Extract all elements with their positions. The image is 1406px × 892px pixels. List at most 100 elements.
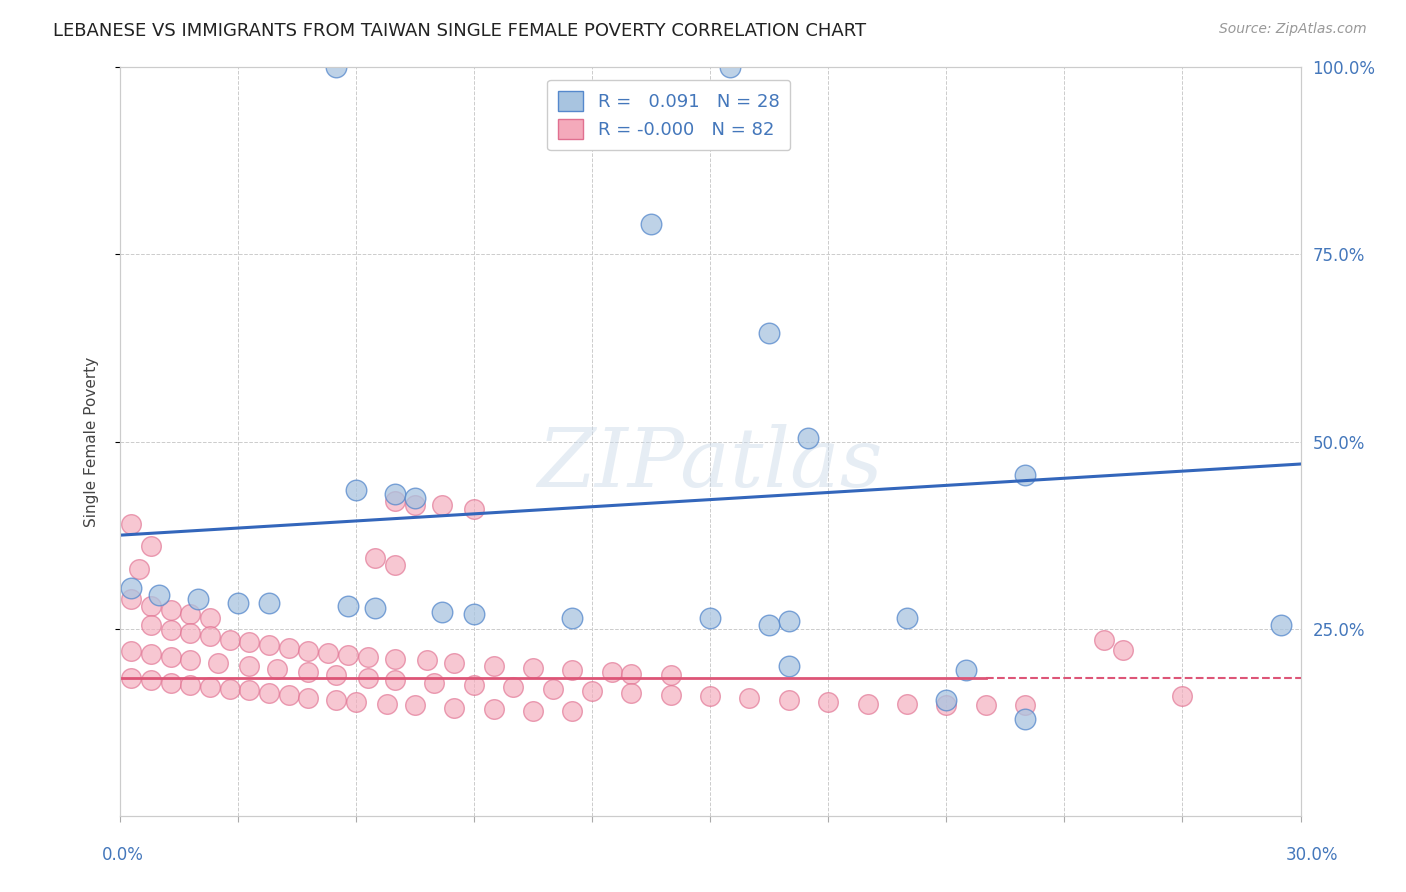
Point <box>375 697 398 711</box>
Point <box>443 656 465 670</box>
Point <box>502 681 524 695</box>
Point <box>257 638 280 652</box>
Point <box>336 648 359 662</box>
Point <box>364 600 387 615</box>
Point <box>463 678 485 692</box>
Point <box>384 494 406 508</box>
Point <box>336 599 359 614</box>
Point <box>297 665 319 680</box>
Point <box>561 610 583 624</box>
Point <box>120 591 142 606</box>
Point <box>738 690 761 705</box>
Point <box>778 693 800 707</box>
Point <box>238 683 260 698</box>
Point <box>1014 712 1036 726</box>
Point <box>120 671 142 685</box>
Point <box>1092 633 1115 648</box>
Point <box>384 558 406 573</box>
Point <box>218 681 240 696</box>
Point <box>935 693 957 707</box>
Point <box>120 644 142 658</box>
Point <box>463 502 485 516</box>
Point <box>896 610 918 624</box>
Point <box>344 483 367 498</box>
Point <box>139 540 162 554</box>
Point <box>955 663 977 677</box>
Text: 0.0%: 0.0% <box>101 846 143 863</box>
Point <box>1270 618 1292 632</box>
Point <box>159 650 181 665</box>
Point <box>541 681 564 696</box>
Point <box>325 693 347 707</box>
Point <box>198 629 221 643</box>
Point <box>344 695 367 709</box>
Point <box>356 671 378 685</box>
Point <box>139 673 162 687</box>
Point <box>198 681 221 695</box>
Point <box>238 659 260 673</box>
Point <box>896 697 918 711</box>
Point <box>640 217 662 231</box>
Point <box>297 644 319 658</box>
Point <box>297 690 319 705</box>
Point <box>148 588 170 602</box>
Point <box>404 491 426 505</box>
Point <box>325 668 347 682</box>
Point <box>187 591 209 606</box>
Point <box>522 704 544 718</box>
Point <box>179 626 201 640</box>
Point <box>139 599 162 614</box>
Point <box>620 666 643 681</box>
Point <box>159 675 181 690</box>
Point <box>120 581 142 595</box>
Point <box>277 641 299 656</box>
Point <box>778 659 800 673</box>
Point <box>159 624 181 638</box>
Point <box>659 668 682 682</box>
Point <box>1112 643 1135 657</box>
Point <box>364 550 387 565</box>
Point <box>432 498 454 512</box>
Point <box>404 498 426 512</box>
Point <box>207 656 229 670</box>
Point <box>384 673 406 687</box>
Point <box>432 606 454 620</box>
Y-axis label: Single Female Poverty: Single Female Poverty <box>84 357 98 526</box>
Point <box>561 704 583 718</box>
Point <box>423 675 446 690</box>
Point <box>257 685 280 699</box>
Point <box>817 694 839 708</box>
Point <box>463 607 485 621</box>
Point <box>600 665 623 680</box>
Point <box>620 685 643 699</box>
Point <box>277 688 299 702</box>
Point <box>561 663 583 677</box>
Point <box>266 662 288 676</box>
Point <box>179 653 201 667</box>
Point <box>238 635 260 649</box>
Point <box>384 652 406 666</box>
Point <box>257 596 280 610</box>
Point <box>356 650 378 665</box>
Point <box>1014 698 1036 713</box>
Legend: R =   0.091   N = 28, R = -0.000   N = 82: R = 0.091 N = 28, R = -0.000 N = 82 <box>547 79 790 150</box>
Point <box>581 684 603 698</box>
Point <box>482 702 505 716</box>
Point <box>659 688 682 702</box>
Point <box>198 610 221 624</box>
Point <box>699 610 721 624</box>
Point <box>522 661 544 675</box>
Point <box>1171 690 1194 704</box>
Point <box>179 607 201 621</box>
Point <box>139 618 162 632</box>
Text: 30.0%: 30.0% <box>1285 846 1339 863</box>
Point <box>384 487 406 501</box>
Point <box>1014 468 1036 483</box>
Point <box>482 659 505 673</box>
Point <box>935 698 957 713</box>
Point <box>139 648 162 662</box>
Point <box>758 326 780 340</box>
Point <box>797 431 820 445</box>
Text: LEBANESE VS IMMIGRANTS FROM TAIWAN SINGLE FEMALE POVERTY CORRELATION CHART: LEBANESE VS IMMIGRANTS FROM TAIWAN SINGL… <box>53 22 866 40</box>
Point <box>415 653 437 667</box>
